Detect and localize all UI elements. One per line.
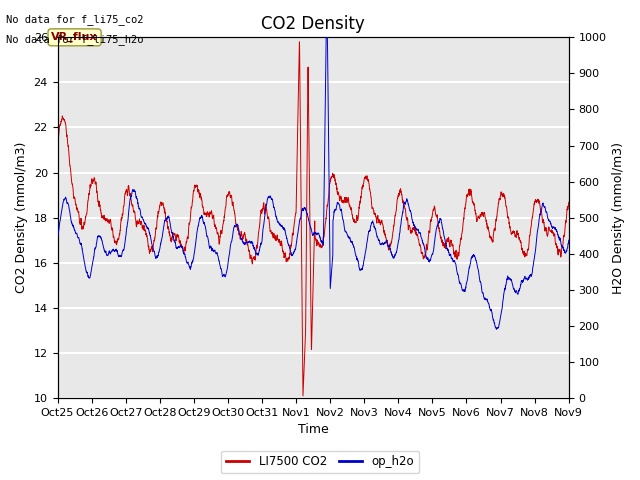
Text: No data for f_li75_h2o: No data for f_li75_h2o [6,34,144,45]
X-axis label: Time: Time [298,423,328,436]
Legend: LI7500 CO2, op_h2o: LI7500 CO2, op_h2o [221,451,419,473]
Text: No data for f_li75_co2: No data for f_li75_co2 [6,14,144,25]
Text: VR_flux: VR_flux [51,32,98,42]
Y-axis label: H2O Density (mmol/m3): H2O Density (mmol/m3) [612,142,625,294]
Title: CO2 Density: CO2 Density [261,15,365,33]
Y-axis label: CO2 Density (mmol/m3): CO2 Density (mmol/m3) [15,142,28,293]
